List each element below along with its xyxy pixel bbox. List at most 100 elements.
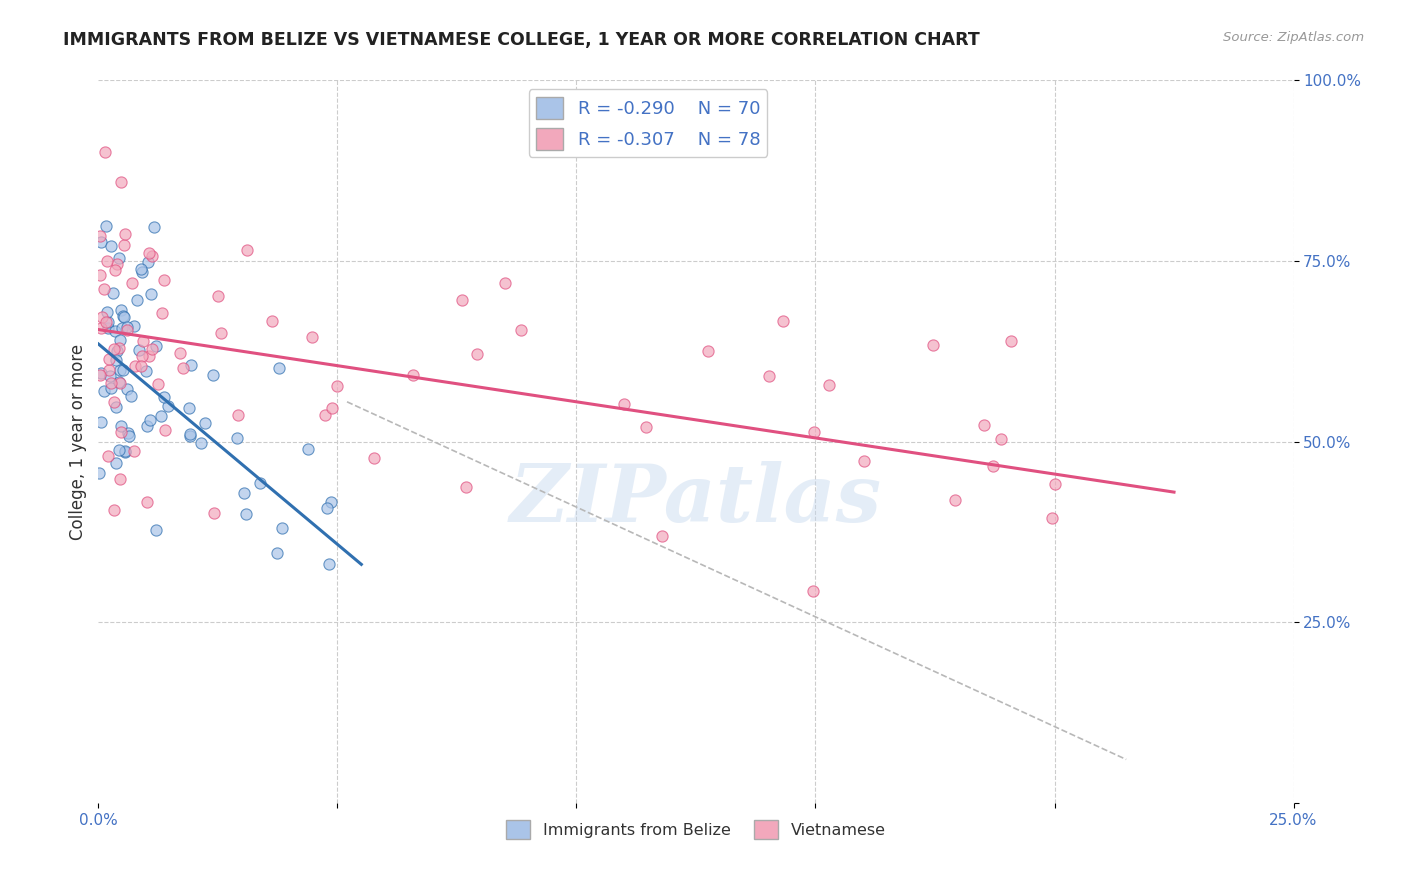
Point <box>110 425 132 439</box>
Point <box>125 293 148 307</box>
Point <box>96 304 118 318</box>
Point <box>138 246 160 260</box>
Point <box>103 342 125 356</box>
Point <box>141 287 163 301</box>
Point <box>89 368 111 383</box>
Point <box>260 314 283 328</box>
Text: Source: ZipAtlas.com: Source: ZipAtlas.com <box>1223 31 1364 45</box>
Point <box>90 321 112 335</box>
Point <box>226 408 249 422</box>
Point <box>104 324 127 338</box>
Point <box>94 219 117 234</box>
Point <box>973 418 995 433</box>
Point <box>249 476 271 491</box>
Point <box>105 257 128 271</box>
Point <box>510 323 533 337</box>
Point <box>177 401 200 415</box>
Text: ZIPatlas: ZIPatlas <box>510 460 882 538</box>
Point <box>93 145 115 159</box>
Point <box>194 417 217 431</box>
Point <box>233 486 256 500</box>
Point <box>363 450 385 465</box>
Point <box>401 368 423 383</box>
Point <box>89 228 111 243</box>
Point <box>121 277 143 291</box>
Point <box>94 315 117 329</box>
Point <box>97 362 120 376</box>
Point <box>236 244 259 258</box>
Point <box>105 456 128 470</box>
Point <box>139 413 162 427</box>
Point <box>613 396 636 410</box>
Point <box>758 369 780 384</box>
Point <box>108 443 131 458</box>
Point <box>93 384 115 399</box>
Point <box>101 286 124 301</box>
Point <box>100 376 122 390</box>
Point <box>90 415 112 429</box>
Point <box>111 309 134 323</box>
Point <box>266 546 288 560</box>
Point <box>117 425 139 440</box>
Point <box>112 363 135 377</box>
Point <box>124 359 146 374</box>
Point <box>131 334 153 348</box>
Point <box>110 303 132 318</box>
Point <box>104 400 127 414</box>
Point <box>103 394 125 409</box>
Point <box>319 495 342 509</box>
Point <box>108 376 131 390</box>
Point <box>454 480 477 494</box>
Point <box>1040 511 1063 525</box>
Point <box>104 262 127 277</box>
Point <box>153 390 176 404</box>
Point <box>146 376 169 391</box>
Point <box>100 239 122 253</box>
Point <box>122 318 145 333</box>
Point <box>129 261 152 276</box>
Point <box>138 349 160 363</box>
Point <box>114 445 136 459</box>
Point <box>235 507 257 521</box>
Point <box>1045 476 1067 491</box>
Point <box>89 467 111 481</box>
Point <box>97 315 120 329</box>
Point <box>136 255 159 269</box>
Point <box>180 358 202 372</box>
Point <box>98 351 121 366</box>
Point <box>209 326 232 340</box>
Point <box>120 389 142 403</box>
Point <box>190 436 212 450</box>
Point <box>131 265 153 279</box>
Point <box>114 227 136 242</box>
Point <box>207 289 229 303</box>
Point <box>145 523 167 537</box>
Point <box>110 376 132 390</box>
Point <box>90 366 112 380</box>
Point <box>202 506 225 520</box>
Point <box>179 427 201 442</box>
Point <box>145 339 167 353</box>
Y-axis label: College, 1 year or more: College, 1 year or more <box>69 343 87 540</box>
Point <box>316 500 339 515</box>
Point <box>172 361 194 376</box>
Point <box>110 175 132 189</box>
Point <box>97 449 120 463</box>
Point <box>135 494 157 508</box>
Point <box>922 338 945 352</box>
Point <box>111 321 134 335</box>
Point <box>772 314 794 328</box>
Point <box>465 347 488 361</box>
Point <box>1000 334 1022 348</box>
Legend: Immigrants from Belize, Vietnamese: Immigrants from Belize, Vietnamese <box>499 814 893 846</box>
Point <box>314 408 336 422</box>
Point <box>634 419 657 434</box>
Point <box>91 310 114 325</box>
Point <box>93 282 115 296</box>
Point <box>450 293 472 307</box>
Point <box>153 423 176 437</box>
Point <box>803 425 825 440</box>
Point <box>122 444 145 458</box>
Point <box>115 324 138 338</box>
Point <box>135 364 157 378</box>
